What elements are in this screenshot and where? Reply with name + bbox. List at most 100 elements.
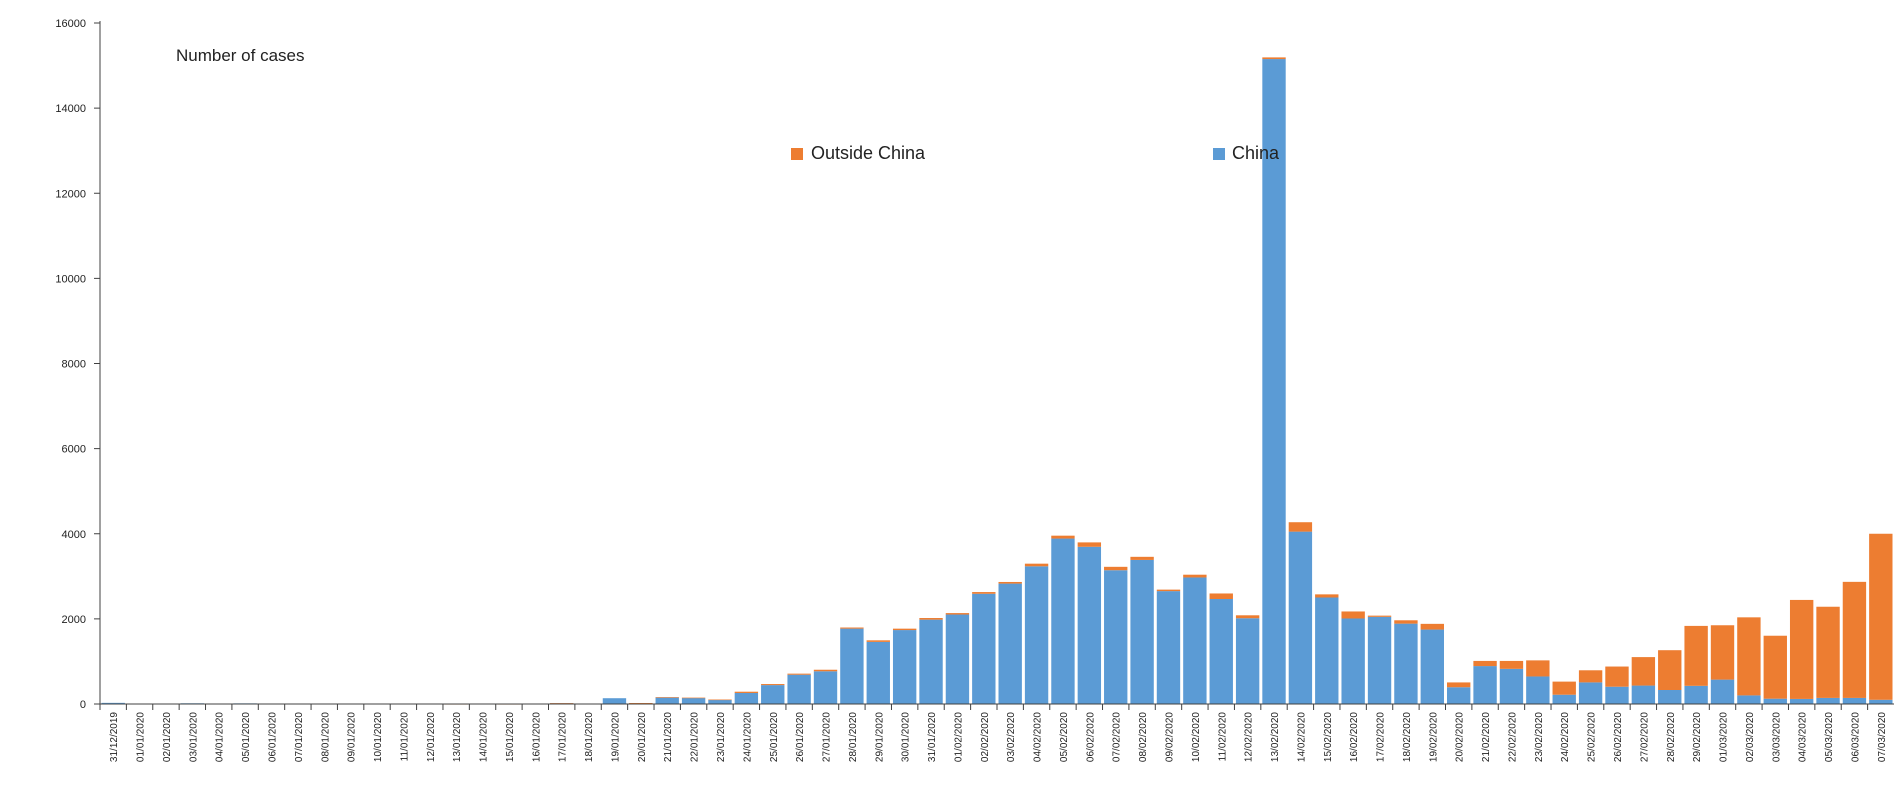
bar-outside-china	[1447, 682, 1471, 688]
x-tick-label: 19/02/2020	[1428, 712, 1439, 762]
bar-outside-china	[840, 627, 864, 629]
x-tick-label: 29/01/2020	[874, 712, 885, 762]
y-tick-label: 12000	[55, 188, 86, 200]
bar-outside-china	[1737, 617, 1761, 696]
bar-outside-china	[892, 628, 917, 631]
bar-outside-china	[1130, 556, 1154, 560]
bar-china	[1631, 685, 1656, 704]
bars-layer	[101, 57, 1893, 705]
x-tick-label: 05/02/2020	[1059, 712, 1070, 762]
bar-outside-china	[813, 669, 838, 672]
bar-outside-china	[629, 703, 653, 704]
bar-china	[1605, 686, 1629, 704]
bar-china	[1315, 597, 1339, 704]
bar-outside-china	[1209, 593, 1233, 599]
x-tick-label: 24/01/2020	[742, 712, 753, 762]
bar-outside-china	[1605, 666, 1629, 687]
x-tick-label: 29/02/2020	[1692, 712, 1703, 762]
bar-china	[1789, 698, 1814, 704]
bar-outside-china	[1262, 57, 1286, 60]
y-tick-label: 10000	[55, 273, 86, 285]
y-tick-label: 6000	[62, 444, 86, 456]
x-tick-label: 20/02/2020	[1455, 712, 1466, 762]
x-tick-label: 21/02/2020	[1481, 712, 1492, 762]
x-tick-label: 25/02/2020	[1587, 712, 1598, 762]
bar-china	[1288, 531, 1313, 704]
x-tick-label: 14/02/2020	[1296, 712, 1307, 762]
bar-china	[892, 630, 917, 704]
bar-china	[840, 628, 864, 704]
legend-item-outside-china: Outside China	[791, 143, 926, 163]
bar-outside-china	[787, 673, 811, 675]
y-tick-label: 14000	[55, 103, 86, 115]
bar-china	[1051, 538, 1075, 704]
bar-outside-china	[1183, 574, 1207, 578]
bar-outside-china	[1367, 615, 1392, 617]
bar-china	[1130, 559, 1154, 704]
bar-china	[681, 698, 706, 704]
bar-china	[1156, 591, 1181, 704]
bar-china	[998, 583, 1022, 704]
bar-outside-china	[1499, 660, 1524, 669]
x-tick-label: 16/01/2020	[531, 712, 542, 762]
x-tick-label: 03/01/2020	[188, 712, 199, 762]
bar-outside-china	[998, 581, 1022, 584]
x-tick-label: 07/01/2020	[294, 712, 305, 762]
chart-title: Number of cases	[176, 46, 305, 65]
x-tick-label: 25/01/2020	[769, 712, 780, 762]
y-axis: 0 2000 4000 6000 8000 10000 12000 14000 16000	[55, 18, 101, 711]
x-tick-label: 07/02/2020	[1112, 712, 1123, 762]
x-tick-label: 10/01/2020	[373, 712, 384, 762]
x-tick-label: 18/01/2020	[584, 712, 595, 762]
x-tick-label: 04/01/2020	[215, 712, 226, 762]
bar-outside-china	[550, 703, 574, 704]
bar-outside-china	[1077, 542, 1102, 547]
bar-china	[945, 614, 970, 704]
bar-outside-china	[708, 699, 732, 701]
x-tick-label: 12/02/2020	[1244, 712, 1255, 762]
bar-outside-china	[1869, 533, 1893, 700]
x-tick-label: 21/01/2020	[663, 712, 674, 762]
bar-china	[1869, 699, 1893, 704]
bar-outside-china	[1104, 566, 1128, 571]
bar-china	[708, 699, 732, 704]
x-tick-label: 22/01/2020	[690, 712, 701, 762]
bar-outside-china	[681, 697, 706, 699]
x-tick-label: 03/03/2020	[1771, 712, 1782, 762]
x-tick-label: 09/02/2020	[1164, 712, 1175, 762]
x-tick-label: 17/02/2020	[1376, 712, 1387, 762]
y-tick-label: 16000	[55, 18, 86, 30]
bar-outside-china	[1024, 563, 1049, 567]
bar-outside-china	[1288, 522, 1313, 532]
x-tick-label: 18/02/2020	[1402, 712, 1413, 762]
bar-outside-china	[1420, 623, 1444, 630]
y-tick-label: 2000	[62, 614, 86, 626]
x-tick-label: 24/02/2020	[1560, 712, 1571, 762]
bar-china	[101, 702, 125, 704]
x-tick-label: 15/02/2020	[1323, 712, 1334, 762]
x-tick-label: 12/01/2020	[426, 712, 437, 762]
legend-swatch-china	[1213, 148, 1225, 160]
x-tick-label: 01/02/2020	[953, 712, 964, 762]
bar-outside-china	[1684, 625, 1708, 686]
x-tick-label: 31/01/2020	[927, 712, 938, 762]
bar-outside-china	[1552, 681, 1576, 695]
bar-china	[602, 698, 627, 704]
x-tick-label: 08/02/2020	[1138, 712, 1149, 762]
bar-outside-china	[1789, 599, 1814, 699]
bar-china	[1367, 616, 1392, 704]
legend-swatch-outside-china	[791, 148, 803, 160]
x-tick-label: 23/01/2020	[716, 712, 727, 762]
x-tick-label: 16/02/2020	[1349, 712, 1360, 762]
bar-outside-china	[1658, 650, 1682, 690]
x-tick-label: 19/01/2020	[610, 712, 621, 762]
bar-china	[1578, 682, 1603, 704]
x-tick-label: 27/01/2020	[822, 712, 833, 762]
x-tick-label: 08/01/2020	[320, 712, 331, 762]
x-tick-label: 06/03/2020	[1850, 712, 1861, 762]
bar-outside-china	[1526, 660, 1550, 677]
bar-outside-china	[1473, 660, 1497, 667]
bar-china	[1763, 698, 1787, 704]
bar-china	[1394, 623, 1418, 704]
